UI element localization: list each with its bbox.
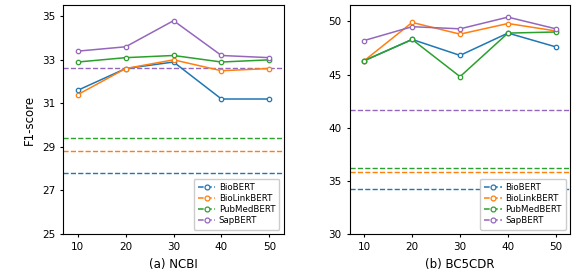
Y-axis label: F1-score: F1-score — [23, 95, 36, 145]
X-axis label: (a) NCBI: (a) NCBI — [149, 258, 198, 271]
Legend: BioBERT, BioLinkBERT, PubMedBERT, SapBERT: BioBERT, BioLinkBERT, PubMedBERT, SapBER… — [194, 178, 279, 230]
Legend: BioBERT, BioLinkBERT, PubMedBERT, SapBERT: BioBERT, BioLinkBERT, PubMedBERT, SapBER… — [480, 178, 566, 230]
X-axis label: (b) BC5CDR: (b) BC5CDR — [425, 258, 495, 271]
